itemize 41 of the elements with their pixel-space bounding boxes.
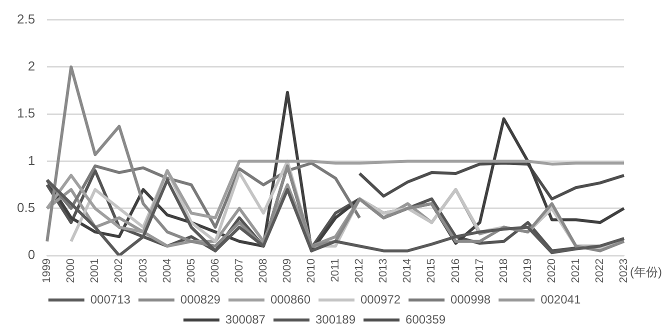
x-axis-title: (年份) — [630, 264, 662, 281]
legend-label: 000829 — [180, 292, 221, 306]
legend-label: 300087 — [225, 312, 266, 326]
legend-label: 000713 — [90, 292, 131, 306]
x-tick-label: 2007 — [233, 258, 246, 284]
x-tick-label: 2014 — [402, 258, 414, 284]
y-tick-label: 1.5 — [16, 106, 36, 121]
x-tick-label: 2016 — [450, 258, 462, 284]
legend-label: 000972 — [360, 292, 401, 306]
x-tick-label: 2009 — [281, 258, 294, 284]
x-tick-label: 2012 — [354, 258, 366, 284]
x-tick-label: 2018 — [498, 258, 510, 284]
y-tick-label: 2.5 — [16, 11, 36, 26]
legend-label: 000860 — [270, 292, 311, 306]
y-tick-label: 2 — [28, 58, 36, 74]
x-tick-label: 2008 — [257, 258, 270, 284]
x-tick-label: 2006 — [209, 258, 222, 284]
x-tick-label: 2002 — [113, 258, 126, 284]
x-tick-label: 2011 — [330, 258, 342, 282]
x-tick-label: 2005 — [185, 258, 198, 284]
x-tick-label: 2022 — [594, 258, 606, 284]
y-tick-label: 0 — [28, 247, 36, 262]
x-tick-label: 2015 — [426, 258, 438, 284]
x-tick-label: 2004 — [161, 258, 174, 284]
x-tick-label: 1999 — [41, 258, 54, 284]
x-tick-label: 2021 — [570, 258, 582, 284]
x-tick-label: 2003 — [137, 258, 150, 284]
legend-label: 002041 — [540, 292, 581, 306]
x-tick-label: 2020 — [546, 258, 558, 284]
x-tick-label: 2013 — [378, 258, 390, 284]
y-tick-label: 0.5 — [16, 200, 36, 215]
legend-label: 600359 — [406, 312, 446, 326]
x-tick-label: 2017 — [474, 258, 486, 284]
x-tick-label: 2010 — [306, 258, 318, 284]
x-tick-label: 2000 — [65, 258, 78, 284]
x-tick-label: 2001 — [89, 258, 102, 284]
x-tick-label: 2019 — [522, 258, 534, 284]
x-tick-label: 2023 — [618, 258, 630, 284]
y-tick-label: 1 — [28, 152, 36, 168]
legend-label: 300189 — [315, 312, 356, 326]
legend-label: 000998 — [450, 292, 491, 306]
